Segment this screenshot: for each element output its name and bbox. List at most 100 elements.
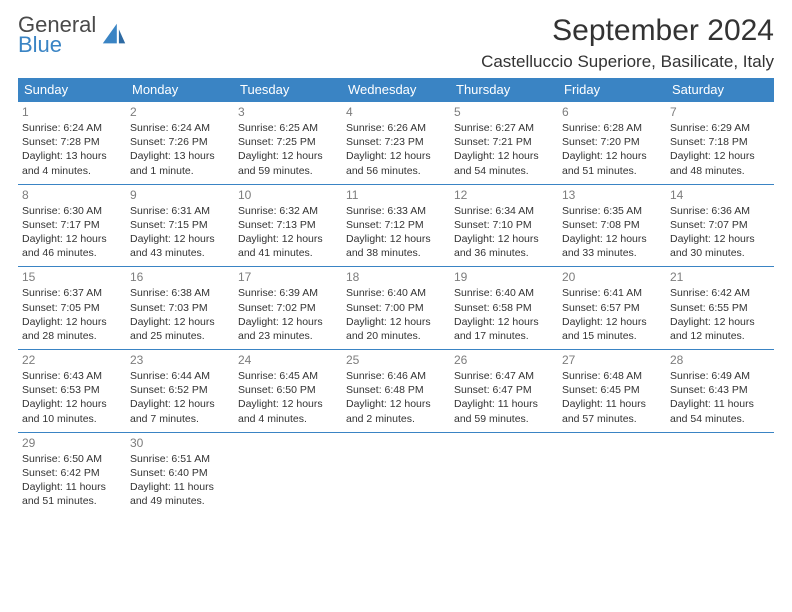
sunrise-line: Sunrise: 6:24 AM — [130, 121, 230, 135]
calendar-cell: 9Sunrise: 6:31 AMSunset: 7:15 PMDaylight… — [126, 184, 234, 267]
daylight-line-1: Daylight: 12 hours — [238, 149, 338, 163]
calendar-cell: 24Sunrise: 6:45 AMSunset: 6:50 PMDayligh… — [234, 350, 342, 433]
day-number: 10 — [238, 188, 338, 202]
day-number: 7 — [670, 105, 770, 119]
daylight-line-1: Daylight: 13 hours — [130, 149, 230, 163]
calendar-cell: 17Sunrise: 6:39 AMSunset: 7:02 PMDayligh… — [234, 267, 342, 350]
daylight-line-1: Daylight: 12 hours — [454, 232, 554, 246]
daylight-line-2: and 51 minutes. — [22, 494, 122, 508]
calendar-cell: 20Sunrise: 6:41 AMSunset: 6:57 PMDayligh… — [558, 267, 666, 350]
day-number: 26 — [454, 353, 554, 367]
daylight-line-1: Daylight: 13 hours — [22, 149, 122, 163]
day-number: 21 — [670, 270, 770, 284]
location: Castelluccio Superiore, Basilicate, Ital… — [481, 52, 774, 72]
daylight-line-1: Daylight: 12 hours — [22, 232, 122, 246]
daylight-line-2: and 46 minutes. — [22, 246, 122, 260]
calendar-cell — [666, 432, 774, 514]
sunrise-line: Sunrise: 6:51 AM — [130, 452, 230, 466]
calendar-cell: 19Sunrise: 6:40 AMSunset: 6:58 PMDayligh… — [450, 267, 558, 350]
day-number: 14 — [670, 188, 770, 202]
day-number: 25 — [346, 353, 446, 367]
daylight-line-2: and 20 minutes. — [346, 329, 446, 343]
calendar-cell: 28Sunrise: 6:49 AMSunset: 6:43 PMDayligh… — [666, 350, 774, 433]
sunrise-line: Sunrise: 6:33 AM — [346, 204, 446, 218]
sunrise-line: Sunrise: 6:35 AM — [562, 204, 662, 218]
daylight-line-2: and 36 minutes. — [454, 246, 554, 260]
sunset-line: Sunset: 6:58 PM — [454, 301, 554, 315]
sunrise-line: Sunrise: 6:49 AM — [670, 369, 770, 383]
sunset-line: Sunset: 7:15 PM — [130, 218, 230, 232]
weekday-header: Tuesday — [234, 78, 342, 102]
sunset-line: Sunset: 6:42 PM — [22, 466, 122, 480]
daylight-line-1: Daylight: 12 hours — [22, 397, 122, 411]
daylight-line-2: and 59 minutes. — [238, 164, 338, 178]
daylight-line-2: and 54 minutes. — [454, 164, 554, 178]
calendar-cell — [558, 432, 666, 514]
day-number: 23 — [130, 353, 230, 367]
daylight-line-1: Daylight: 12 hours — [130, 397, 230, 411]
logo-word2: Blue — [18, 34, 96, 56]
sunset-line: Sunset: 6:55 PM — [670, 301, 770, 315]
daylight-line-2: and 23 minutes. — [238, 329, 338, 343]
daylight-line-1: Daylight: 12 hours — [130, 232, 230, 246]
day-number: 18 — [346, 270, 446, 284]
calendar-row: 8Sunrise: 6:30 AMSunset: 7:17 PMDaylight… — [18, 184, 774, 267]
calendar-cell: 30Sunrise: 6:51 AMSunset: 6:40 PMDayligh… — [126, 432, 234, 514]
calendar-cell: 14Sunrise: 6:36 AMSunset: 7:07 PMDayligh… — [666, 184, 774, 267]
daylight-line-2: and 41 minutes. — [238, 246, 338, 260]
day-number: 3 — [238, 105, 338, 119]
sunrise-line: Sunrise: 6:28 AM — [562, 121, 662, 135]
day-number: 20 — [562, 270, 662, 284]
sunset-line: Sunset: 7:00 PM — [346, 301, 446, 315]
daylight-line-2: and 48 minutes. — [670, 164, 770, 178]
weekday-header: Saturday — [666, 78, 774, 102]
calendar-cell — [234, 432, 342, 514]
sunrise-line: Sunrise: 6:24 AM — [22, 121, 122, 135]
sunrise-line: Sunrise: 6:29 AM — [670, 121, 770, 135]
day-number: 29 — [22, 436, 122, 450]
day-number: 12 — [454, 188, 554, 202]
sunset-line: Sunset: 7:05 PM — [22, 301, 122, 315]
sunrise-line: Sunrise: 6:30 AM — [22, 204, 122, 218]
calendar-cell: 18Sunrise: 6:40 AMSunset: 7:00 PMDayligh… — [342, 267, 450, 350]
day-number: 2 — [130, 105, 230, 119]
day-number: 11 — [346, 188, 446, 202]
sunrise-line: Sunrise: 6:41 AM — [562, 286, 662, 300]
sunset-line: Sunset: 7:21 PM — [454, 135, 554, 149]
calendar-head: Sunday Monday Tuesday Wednesday Thursday… — [18, 78, 774, 102]
sunset-line: Sunset: 7:02 PM — [238, 301, 338, 315]
sunset-line: Sunset: 7:23 PM — [346, 135, 446, 149]
day-number: 1 — [22, 105, 122, 119]
daylight-line-1: Daylight: 11 hours — [670, 397, 770, 411]
calendar-cell: 4Sunrise: 6:26 AMSunset: 7:23 PMDaylight… — [342, 102, 450, 185]
logo-sail-icon — [100, 21, 128, 49]
sunset-line: Sunset: 6:45 PM — [562, 383, 662, 397]
daylight-line-1: Daylight: 12 hours — [670, 232, 770, 246]
sunrise-line: Sunrise: 6:32 AM — [238, 204, 338, 218]
sunset-line: Sunset: 6:50 PM — [238, 383, 338, 397]
calendar-row: 1Sunrise: 6:24 AMSunset: 7:28 PMDaylight… — [18, 102, 774, 185]
daylight-line-2: and 30 minutes. — [670, 246, 770, 260]
day-number: 5 — [454, 105, 554, 119]
sunrise-line: Sunrise: 6:48 AM — [562, 369, 662, 383]
daylight-line-2: and 25 minutes. — [130, 329, 230, 343]
sunset-line: Sunset: 7:20 PM — [562, 135, 662, 149]
calendar-cell: 26Sunrise: 6:47 AMSunset: 6:47 PMDayligh… — [450, 350, 558, 433]
sunrise-line: Sunrise: 6:36 AM — [670, 204, 770, 218]
calendar-row: 22Sunrise: 6:43 AMSunset: 6:53 PMDayligh… — [18, 350, 774, 433]
daylight-line-1: Daylight: 11 hours — [130, 480, 230, 494]
daylight-line-2: and 17 minutes. — [454, 329, 554, 343]
calendar-row: 29Sunrise: 6:50 AMSunset: 6:42 PMDayligh… — [18, 432, 774, 514]
calendar-cell: 1Sunrise: 6:24 AMSunset: 7:28 PMDaylight… — [18, 102, 126, 185]
daylight-line-2: and 15 minutes. — [562, 329, 662, 343]
daylight-line-1: Daylight: 12 hours — [346, 232, 446, 246]
daylight-line-2: and 43 minutes. — [130, 246, 230, 260]
sunrise-line: Sunrise: 6:45 AM — [238, 369, 338, 383]
daylight-line-2: and 2 minutes. — [346, 412, 446, 426]
daylight-line-2: and 1 minute. — [130, 164, 230, 178]
day-number: 6 — [562, 105, 662, 119]
sunset-line: Sunset: 7:10 PM — [454, 218, 554, 232]
daylight-line-2: and 12 minutes. — [670, 329, 770, 343]
daylight-line-2: and 54 minutes. — [670, 412, 770, 426]
daylight-line-2: and 4 minutes. — [238, 412, 338, 426]
